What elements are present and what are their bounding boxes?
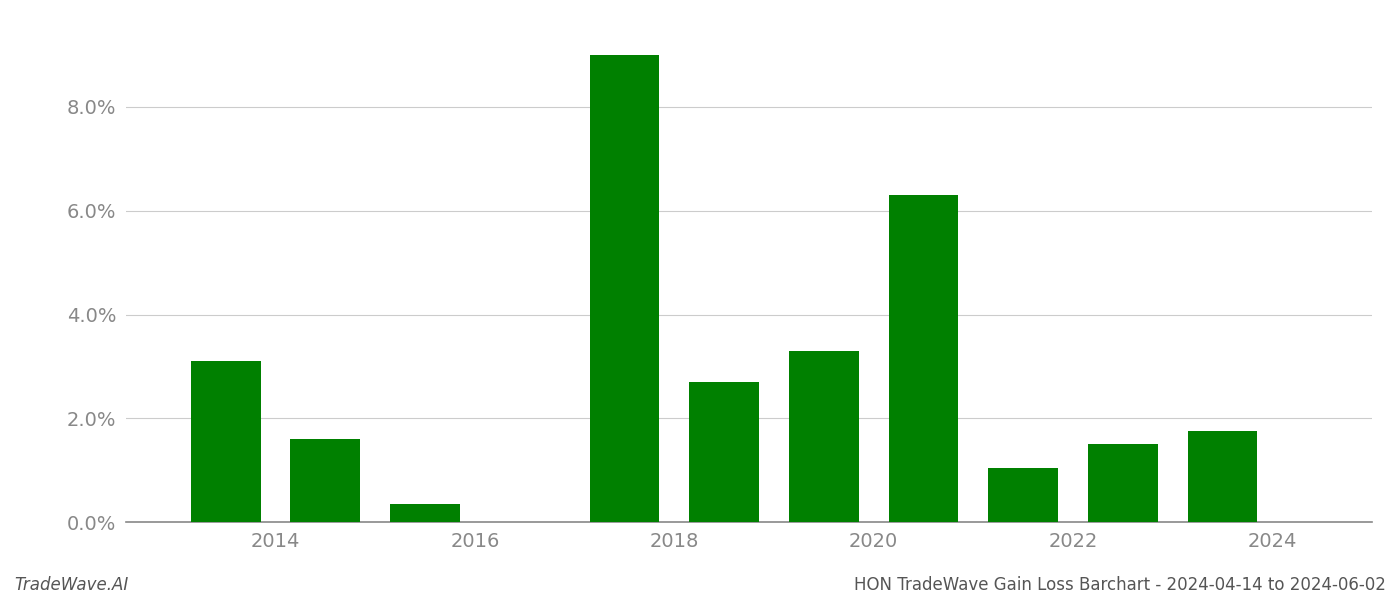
Bar <box>589 55 659 522</box>
Bar <box>889 195 959 522</box>
Bar <box>190 361 260 522</box>
Text: TradeWave.AI: TradeWave.AI <box>14 576 129 594</box>
Bar <box>1187 431 1257 522</box>
Bar <box>1088 444 1158 522</box>
Bar <box>689 382 759 522</box>
Bar <box>290 439 360 522</box>
Bar <box>391 504 461 522</box>
Bar <box>988 467 1058 522</box>
Bar <box>788 351 858 522</box>
Text: HON TradeWave Gain Loss Barchart - 2024-04-14 to 2024-06-02: HON TradeWave Gain Loss Barchart - 2024-… <box>854 576 1386 594</box>
